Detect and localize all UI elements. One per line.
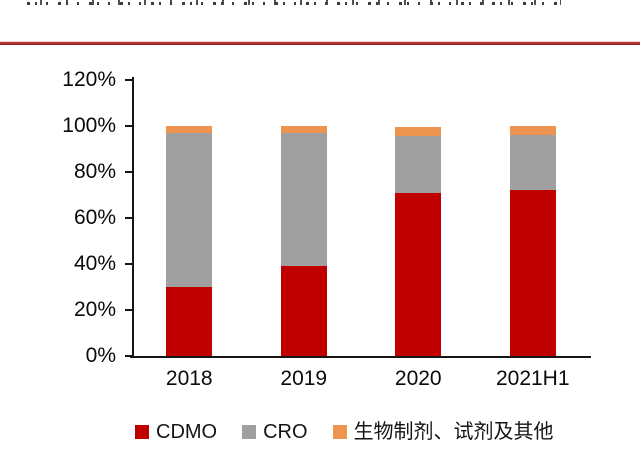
bar-segment-生物制剂、试剂及其他-2018 [166, 126, 213, 133]
legend: CDMO CRO 生物制剂、试剂及其他 [135, 419, 554, 445]
x-tick-label-2018: 2018 [165, 367, 213, 390]
bar-segment-CRO-2018 [166, 133, 213, 287]
y-tick-mark [125, 171, 133, 173]
bar-2018 [166, 126, 213, 356]
bar-segment-CRO-2020 [395, 136, 442, 193]
bar-segment-生物制剂、试剂及其他-2020 [395, 127, 442, 136]
bar-segment-生物制剂、试剂及其他-2021H1 [509, 126, 556, 135]
legend-swatch-icon [242, 425, 257, 439]
bar-segment-CDMO-2019 [280, 266, 327, 356]
y-tick-mark [125, 355, 133, 357]
y-tick-label: 120% [62, 68, 116, 91]
y-tick-mark [125, 79, 133, 81]
x-tick-label-2020: 2020 [394, 367, 442, 390]
y-tick-label: 40% [73, 252, 116, 275]
y-tick-mark [125, 263, 133, 265]
legend-label: CDMO [156, 421, 218, 443]
legend-item-CDMO: CDMO [135, 419, 217, 445]
y-tick-label: 0% [85, 344, 116, 367]
y-tick-label: 100% [62, 114, 116, 137]
y-tick-label: 80% [73, 160, 116, 183]
bar-segment-CDMO-2020 [395, 193, 442, 356]
x-tick-label-2019: 2019 [280, 367, 328, 390]
x-axis-line [130, 356, 591, 358]
bar-segment-CDMO-2018 [166, 287, 213, 356]
legend-label: 生物制剂、试剂及其他 [353, 421, 554, 443]
bar-segment-CRO-2019 [280, 133, 327, 266]
bar-2021H1 [509, 126, 556, 356]
y-tick-mark [125, 125, 133, 127]
bar-2020 [395, 127, 442, 356]
plot-area [132, 80, 590, 356]
bar-segment-生物制剂、试剂及其他-2019 [280, 126, 327, 133]
bar-2019 [280, 126, 327, 356]
bar-segment-CRO-2021H1 [509, 135, 556, 190]
y-tick-label: 20% [73, 298, 116, 321]
x-tick-label-2021H1: 2021H1 [495, 367, 570, 390]
legend-swatch-icon [135, 425, 149, 439]
y-tick-mark [125, 309, 133, 311]
y-tick-label: 60% [73, 206, 116, 229]
legend-item-生物制剂、试剂及其他: 生物制剂、试剂及其他 [332, 419, 554, 445]
y-tick-mark [125, 217, 133, 219]
y-axis-line [132, 77, 134, 358]
legend-swatch-icon [332, 425, 347, 439]
cropped-title-text-fragments [27, 0, 561, 5]
bar-segment-CDMO-2021H1 [509, 190, 556, 356]
legend-item-CRO: CRO [242, 419, 308, 445]
red-divider-line [0, 41, 640, 45]
legend-label: CRO [263, 421, 308, 443]
